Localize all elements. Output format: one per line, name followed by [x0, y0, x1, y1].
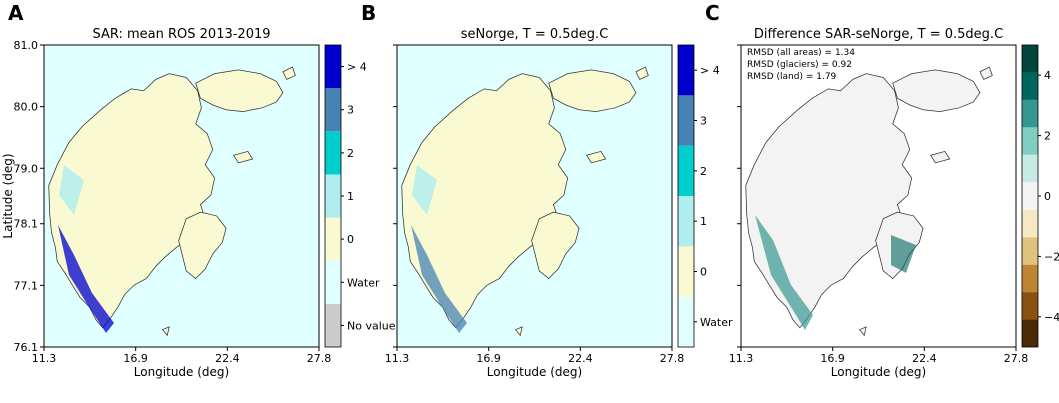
y-tick-label: 78.1 [14, 218, 39, 231]
colorbar: > 4 3 2 1 0 Water [677, 44, 733, 348]
colorbar-label: 3 [347, 104, 354, 117]
ros-high-region [58, 225, 114, 333]
colorbar-frame [324, 44, 342, 348]
colorbar-label: 1 [347, 190, 354, 203]
y-tick-label: 79.0 [14, 162, 39, 175]
colorbar-segment [325, 174, 341, 218]
colorbar-label: > 4 [700, 64, 720, 77]
y-tick-label: 76.1 [14, 341, 39, 354]
colorbar-segment [1022, 99, 1038, 128]
panel-c: C Difference SAR-seNorge, T = 0.5deg.C 11.… [705, 1, 1059, 379]
x-tick-label: 27.8 [307, 352, 332, 365]
colorbar-label: Water [347, 276, 380, 289]
x-tick-label: 22.4 [568, 352, 593, 365]
colorbar-label: 3 [700, 115, 707, 128]
colorbar-label: > 4 [347, 61, 367, 74]
rmsd-text: RMSD (land) = 1.79 [747, 72, 837, 82]
x-tick-label: 11.3 [32, 352, 57, 365]
colorbar-segment [1022, 209, 1038, 238]
colorbar-segment [1022, 319, 1038, 347]
y-tick-label: 80.0 [14, 101, 39, 114]
colorbar-label: Water [700, 316, 733, 329]
colorbar-label: 0 [700, 266, 707, 279]
colorbar-label: 4 [1044, 69, 1051, 82]
colorbar-segment [1022, 264, 1038, 293]
panel-title: SAR: mean ROS 2013-2019 [92, 27, 270, 42]
colorbar-label: −4 [1044, 311, 1059, 324]
x-axis-label: Longitude (deg) [134, 365, 229, 379]
colorbar-segment [678, 95, 694, 146]
y-tick-label: 81.0 [14, 39, 39, 52]
x-tick-label: 22.4 [215, 352, 240, 365]
x-tick-label: 16.9 [820, 352, 845, 365]
colorbar-frame [677, 44, 695, 348]
x-tick-label: 16.9 [476, 352, 501, 365]
colorbar-segment [325, 45, 341, 89]
diff-positive-region [891, 235, 916, 273]
colorbar-segment [1022, 72, 1038, 100]
panel-title: Difference SAR-seNorge, T = 0.5deg.C [754, 27, 1003, 42]
y-axis-label: Latitude (deg) [1, 153, 15, 238]
colorbar-segment [1022, 154, 1038, 183]
colorbar-label: No value [347, 319, 396, 332]
colorbar-label: 2 [700, 165, 707, 178]
rmsd-text: RMSD (glaciers) = 0.92 [747, 60, 852, 70]
colorbar-label: 2 [347, 147, 354, 160]
colorbar-segment [1022, 45, 1038, 73]
panel-letter: B [361, 1, 376, 25]
x-tick-label: 11.3 [729, 352, 754, 365]
x-tick-label: 22.4 [912, 352, 937, 365]
x-tick-label: 27.8 [660, 352, 685, 365]
ros-high-region [411, 225, 467, 333]
colorbar-segment [325, 131, 341, 175]
x-axis-label: Longitude (deg) [831, 365, 926, 379]
colorbar-segment [325, 303, 341, 347]
colorbar: > 4 3 2 1 0 Water No value [324, 44, 396, 348]
x-tick-label: 16.9 [123, 352, 148, 365]
panel-title: seNorge, T = 0.5deg.C [461, 27, 609, 42]
diff-positive-region [755, 215, 813, 330]
colorbar-segment [325, 217, 341, 261]
x-tick-label: 11.3 [385, 352, 410, 365]
colorbar: 4 2 0 −2 −4 [1021, 44, 1059, 348]
rmsd-text: RMSD (all areas) = 1.34 [747, 48, 855, 58]
x-tick-label: 27.8 [1004, 352, 1029, 365]
colorbar-segment [678, 196, 694, 247]
colorbar-frame [1021, 44, 1039, 348]
colorbar-segment [1022, 292, 1038, 320]
panel-a: A SAR: mean ROS 2013-2019 11.3 16.9 22.4 27.8… [1, 1, 396, 379]
colorbar-segment [1022, 127, 1038, 155]
colorbar-segment [678, 45, 694, 96]
colorbar-label: 2 [1044, 130, 1051, 143]
ros-low-region [412, 165, 437, 215]
panel-letter: C [705, 1, 720, 25]
axes-frame [740, 44, 1017, 348]
colorbar-segment [1022, 237, 1038, 265]
y-tick-label: 77.1 [14, 279, 39, 292]
ros-low-region [59, 165, 84, 215]
colorbar-label: 0 [1044, 190, 1051, 203]
axes-frame [396, 44, 673, 348]
colorbar-label: 0 [347, 233, 354, 246]
panel-letter: A [8, 1, 24, 25]
colorbar-segment [1022, 182, 1038, 210]
colorbar-segment [325, 88, 341, 132]
x-axis-label: Longitude (deg) [487, 365, 582, 379]
colorbar-label: −2 [1044, 250, 1059, 263]
colorbar-segment [325, 260, 341, 304]
colorbar-label: 1 [700, 215, 707, 228]
colorbar-segment [678, 145, 694, 196]
colorbar-segment [678, 246, 694, 297]
colorbar-segment [678, 296, 694, 347]
axes-frame [43, 44, 320, 348]
